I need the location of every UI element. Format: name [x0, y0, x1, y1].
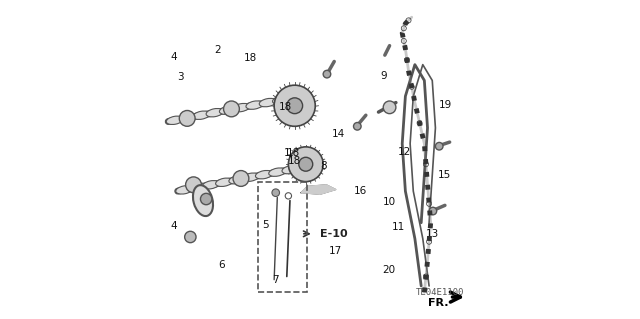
Ellipse shape	[229, 175, 246, 184]
Circle shape	[274, 85, 316, 126]
Circle shape	[179, 110, 195, 126]
Text: 4: 4	[171, 52, 177, 62]
Text: 13: 13	[426, 229, 439, 239]
Text: 5: 5	[262, 220, 269, 230]
Circle shape	[287, 98, 303, 114]
Ellipse shape	[282, 166, 299, 174]
Text: 9: 9	[380, 71, 387, 81]
Ellipse shape	[189, 183, 206, 191]
Ellipse shape	[255, 170, 273, 179]
Ellipse shape	[259, 98, 276, 107]
Text: 12: 12	[398, 147, 412, 157]
Circle shape	[289, 147, 323, 182]
Text: 6: 6	[219, 260, 225, 271]
Ellipse shape	[273, 96, 290, 104]
Text: 18: 18	[244, 53, 257, 63]
Ellipse shape	[233, 103, 250, 112]
Ellipse shape	[246, 101, 263, 109]
Text: 18: 18	[287, 148, 300, 158]
Text: 7: 7	[273, 275, 279, 285]
Ellipse shape	[202, 181, 220, 189]
Circle shape	[299, 157, 313, 171]
Text: 20: 20	[382, 264, 396, 275]
Circle shape	[435, 142, 443, 150]
Ellipse shape	[216, 178, 233, 187]
Circle shape	[383, 101, 396, 114]
Ellipse shape	[220, 106, 237, 115]
Circle shape	[185, 231, 196, 243]
Ellipse shape	[193, 185, 213, 216]
Circle shape	[233, 171, 249, 186]
Text: 16: 16	[354, 186, 367, 196]
Ellipse shape	[242, 173, 259, 182]
Text: 18: 18	[278, 102, 292, 112]
Ellipse shape	[176, 186, 193, 194]
Ellipse shape	[166, 116, 184, 124]
Text: 4: 4	[171, 221, 177, 231]
Polygon shape	[301, 185, 336, 194]
Text: TE04E1100: TE04E1100	[416, 288, 465, 297]
Text: 11: 11	[392, 222, 405, 233]
Circle shape	[186, 177, 202, 193]
Ellipse shape	[206, 108, 223, 117]
Circle shape	[323, 70, 331, 78]
Text: 18: 18	[287, 156, 301, 166]
Circle shape	[200, 193, 212, 205]
Text: FR.: FR.	[428, 298, 448, 308]
Text: 14: 14	[332, 129, 345, 138]
Text: 8: 8	[320, 161, 326, 171]
Ellipse shape	[193, 111, 210, 119]
Circle shape	[353, 122, 361, 130]
Ellipse shape	[286, 93, 303, 102]
Circle shape	[223, 101, 239, 117]
Circle shape	[272, 189, 280, 197]
Text: 1: 1	[284, 148, 290, 158]
Text: 19: 19	[439, 100, 452, 110]
Text: 10: 10	[382, 197, 396, 207]
Ellipse shape	[180, 114, 196, 122]
Circle shape	[429, 207, 436, 215]
Ellipse shape	[269, 168, 286, 176]
Text: 2: 2	[214, 45, 221, 56]
Ellipse shape	[295, 163, 312, 171]
Text: 15: 15	[438, 170, 452, 180]
Text: 17: 17	[328, 246, 342, 256]
Text: 3: 3	[177, 72, 184, 82]
Text: E-10: E-10	[320, 229, 348, 239]
